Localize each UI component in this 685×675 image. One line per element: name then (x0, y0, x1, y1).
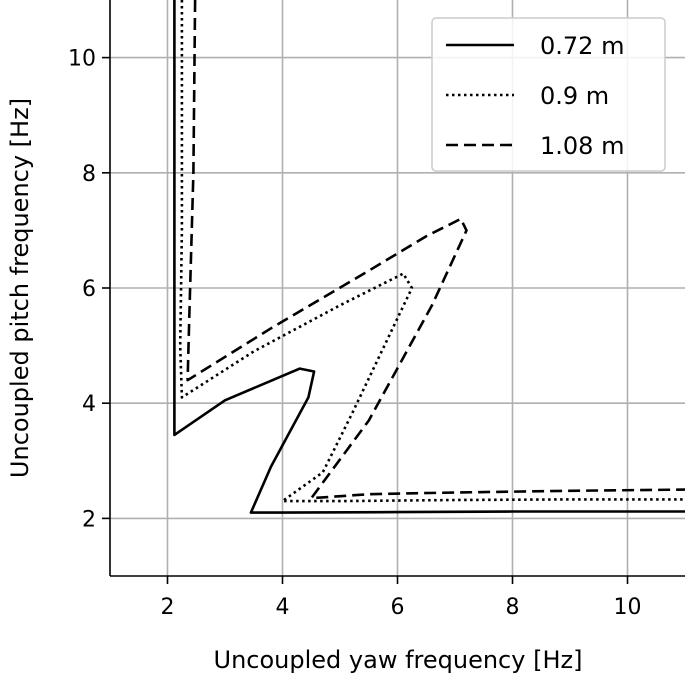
series-layer (173, 0, 685, 514)
series-line-2 (186, 0, 685, 500)
series-line-1 (178, 0, 685, 503)
y-tick-label: 10 (68, 47, 96, 72)
x-tick-label: 6 (391, 595, 405, 620)
legend-box (431, 17, 666, 172)
x-axis-label: Uncoupled yaw frequency [Hz] (214, 646, 583, 674)
legend-label-2: 1.08 m (540, 132, 624, 160)
series-line-0 (173, 0, 685, 514)
y-tick-label: 6 (82, 277, 96, 302)
x-tick-label: 2 (161, 595, 175, 620)
y-tick-label: 4 (82, 392, 96, 417)
legend: 0.72 m 0.9 m 1.08 m (431, 17, 666, 172)
y-tick-label: 8 (82, 162, 96, 187)
x-tick-label: 8 (506, 595, 520, 620)
x-tick-label: 10 (614, 595, 642, 620)
y-tick-label: 2 (82, 507, 96, 532)
ticks: 2 4 6 8 10 2 4 6 8 10 (68, 47, 642, 620)
y-axis-label: Uncoupled pitch frequency [Hz] (6, 98, 34, 478)
legend-label-1: 0.9 m (540, 82, 609, 110)
legend-label-0: 0.72 m (540, 32, 624, 60)
x-tick-label: 4 (276, 595, 290, 620)
